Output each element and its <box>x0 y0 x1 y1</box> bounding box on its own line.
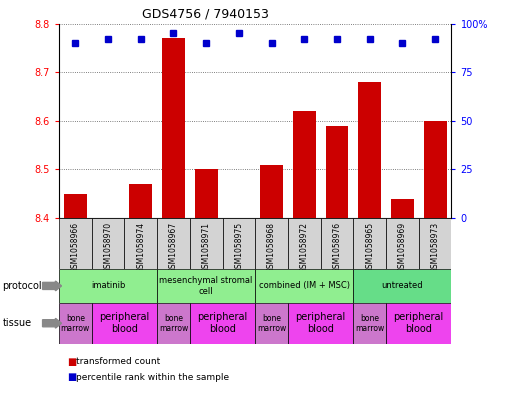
Text: GSM1058973: GSM1058973 <box>430 222 440 273</box>
Text: GDS4756 / 7940153: GDS4756 / 7940153 <box>142 8 269 21</box>
Bar <box>190 303 255 344</box>
Bar <box>255 269 353 303</box>
Bar <box>92 218 125 269</box>
Text: peripheral
blood: peripheral blood <box>198 312 248 334</box>
Bar <box>391 199 414 218</box>
Bar <box>424 121 446 218</box>
Bar <box>353 303 386 344</box>
Text: bone
marrow: bone marrow <box>159 314 188 333</box>
Text: ■: ■ <box>67 372 76 382</box>
Text: GSM1058970: GSM1058970 <box>104 222 112 273</box>
Text: GSM1058969: GSM1058969 <box>398 222 407 273</box>
Text: tissue: tissue <box>3 318 32 328</box>
Bar <box>386 218 419 269</box>
Bar <box>59 303 92 344</box>
Text: percentile rank within the sample: percentile rank within the sample <box>76 373 229 382</box>
Bar <box>64 194 87 218</box>
Text: untreated: untreated <box>382 281 423 290</box>
Bar <box>124 218 157 269</box>
Text: peripheral
blood: peripheral blood <box>393 312 444 334</box>
Bar <box>157 269 255 303</box>
Bar <box>162 38 185 218</box>
Text: GSM1058972: GSM1058972 <box>300 222 309 273</box>
Bar <box>157 303 190 344</box>
Bar <box>419 218 451 269</box>
Bar <box>288 303 353 344</box>
Bar <box>260 165 283 218</box>
Bar <box>386 303 451 344</box>
Text: imatinib: imatinib <box>91 281 125 290</box>
Text: peripheral
blood: peripheral blood <box>295 312 346 334</box>
Bar <box>358 82 381 218</box>
Text: GSM1058974: GSM1058974 <box>136 222 145 273</box>
Text: GSM1058967: GSM1058967 <box>169 222 178 273</box>
Text: GSM1058971: GSM1058971 <box>202 222 211 273</box>
Bar <box>190 218 223 269</box>
Bar <box>129 184 152 218</box>
Bar <box>92 303 157 344</box>
Bar <box>288 218 321 269</box>
Bar <box>293 111 315 218</box>
Bar <box>255 218 288 269</box>
Text: GSM1058968: GSM1058968 <box>267 222 276 273</box>
Text: protocol: protocol <box>3 281 42 291</box>
Text: GSM1058965: GSM1058965 <box>365 222 374 273</box>
Text: mesenchymal stromal
cell: mesenchymal stromal cell <box>160 276 253 296</box>
Bar <box>59 269 157 303</box>
Bar <box>353 269 451 303</box>
Text: GSM1058976: GSM1058976 <box>332 222 342 273</box>
Bar <box>353 218 386 269</box>
Bar <box>321 218 353 269</box>
Bar <box>157 218 190 269</box>
Text: peripheral
blood: peripheral blood <box>100 312 149 334</box>
Text: bone
marrow: bone marrow <box>61 314 90 333</box>
Text: GSM1058966: GSM1058966 <box>71 222 80 273</box>
Bar <box>223 218 255 269</box>
Text: GSM1058975: GSM1058975 <box>234 222 243 273</box>
Text: bone
marrow: bone marrow <box>355 314 384 333</box>
Bar <box>326 126 348 218</box>
Text: combined (IM + MSC): combined (IM + MSC) <box>259 281 350 290</box>
Text: transformed count: transformed count <box>76 357 160 366</box>
Bar <box>59 218 92 269</box>
Bar <box>255 303 288 344</box>
Text: ■: ■ <box>67 356 76 367</box>
Bar <box>195 169 218 218</box>
Text: bone
marrow: bone marrow <box>257 314 286 333</box>
